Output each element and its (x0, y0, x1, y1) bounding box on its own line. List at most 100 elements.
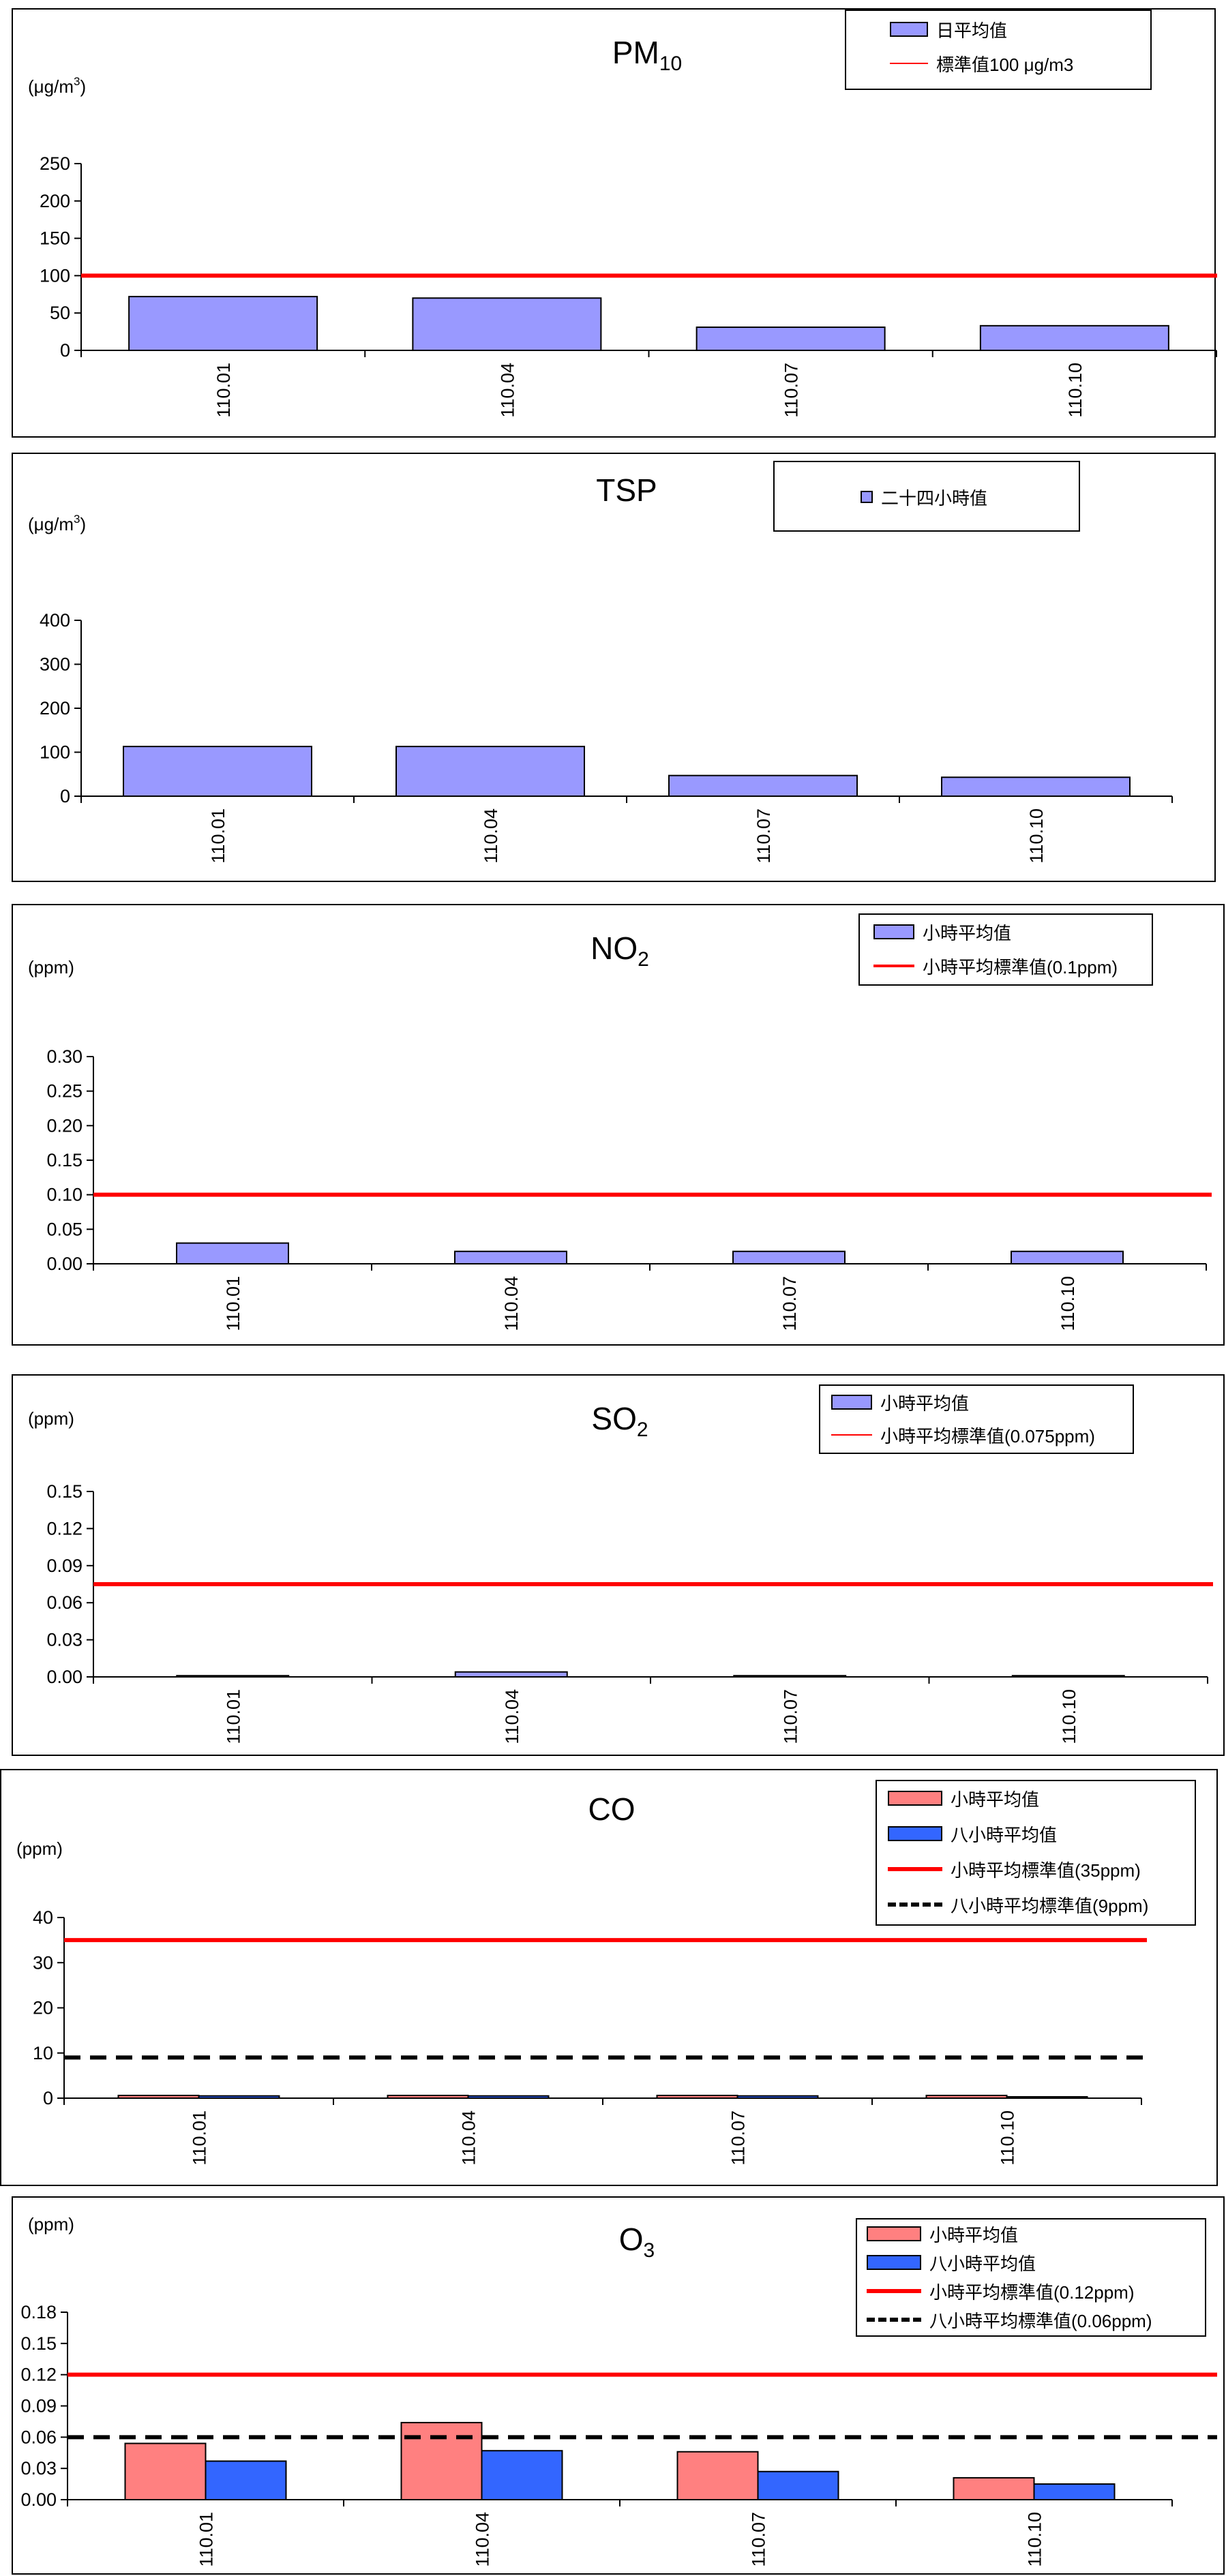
legend-swatch (861, 491, 873, 503)
legend-item: 八小時平均標準值(9ppm) (888, 1893, 1148, 1916)
legend-swatch (831, 1395, 872, 1410)
legend: 二十四小時值 (773, 461, 1080, 532)
y-unit-label: (ppm) (16, 1838, 63, 1859)
legend-label: 標準值100 μg/m3 (936, 54, 1074, 75)
legend-swatch (888, 1903, 942, 1907)
y-tick-label: 0.25 (46, 1081, 83, 1102)
x-tick-label: 110.01 (190, 2110, 210, 2166)
y-tick-label: 0.00 (46, 1254, 83, 1274)
y-tick-label: 0.15 (46, 1150, 83, 1170)
legend-label: 小時平均標準值(0.075ppm) (880, 1425, 1095, 1446)
y-unit-label: (μg/m3) (28, 513, 87, 534)
bar (1033, 2483, 1116, 2501)
y-tick-label: 0 (43, 2088, 53, 2108)
y-tick-label: 150 (40, 228, 70, 249)
y-unit-label: (ppm) (28, 1408, 74, 1429)
chart-panel-no2: NO2 (ppm) 小時平均值 小時平均標準值(0.1ppm) 0.00 0.05… (12, 904, 1225, 1346)
y-tick-label: 300 (40, 654, 70, 675)
x-tick-label: 110.07 (781, 363, 802, 418)
legend-item: 小時平均標準值(0.075ppm) (831, 1423, 1095, 1446)
plot-area: 0 100 200 300 400 110.01 110.04 110.07 110.10 (40, 610, 1173, 864)
x-tick-label: 110.04 (459, 2110, 479, 2166)
y-tick-label: 0.09 (20, 2396, 57, 2416)
y-tick-label: 0.12 (46, 1518, 83, 1539)
plot-area: 0 10 20 30 40 110.01 110.04 110.07 110.10 (33, 1907, 1147, 2166)
chart-title: TSP (596, 472, 657, 508)
legend-swatch (888, 1826, 942, 1841)
y-tick-label: 100 (40, 265, 70, 286)
y-tick-label: 0.09 (46, 1556, 83, 1576)
y-tick-label: 10 (33, 2043, 53, 2063)
legend-label: 八小時平均值 (951, 1824, 1058, 1845)
y-tick-label: 0.00 (46, 1667, 83, 1687)
legend-item: 八小時平均標準值(0.06ppm) (867, 2308, 1152, 2331)
x-tick-label: 110.10 (1025, 2512, 1045, 2567)
bar (205, 2460, 287, 2501)
bar (668, 774, 858, 797)
legend-item: 日平均值 (890, 18, 1007, 41)
legend-swatch (867, 2255, 921, 2270)
chart-title: NO2 (590, 930, 649, 971)
y-tick-label: 40 (33, 1907, 53, 1928)
bar (676, 2451, 759, 2501)
bar (757, 2470, 839, 2500)
legend: 小時平均值 八小時平均值 小時平均標準值(35ppm) 八小時平均標準值(9pp… (876, 1780, 1196, 1926)
legend-item: 二十四小時值 (861, 485, 987, 509)
legend-item: 標準值100 μg/m3 (890, 52, 1073, 75)
legend-label: 小時平均值 (929, 2224, 1019, 2245)
bar (941, 776, 1131, 798)
y-tick-label: 0.20 (46, 1115, 83, 1136)
legend-swatch (831, 1434, 872, 1436)
y-tick-label: 0.05 (46, 1219, 83, 1239)
legend-item: 小時平均值 (867, 2222, 1018, 2245)
legend-label: 小時平均值 (951, 1789, 1040, 1810)
legend-item: 小時平均值 (831, 1391, 969, 1414)
bar (696, 327, 886, 351)
legend-label: 小時平均標準值(0.12ppm) (929, 2282, 1135, 2303)
bar (454, 1671, 568, 1678)
bar (953, 2476, 1035, 2500)
y-tick-label: 0.15 (20, 2333, 57, 2354)
legend-label: 二十四小時值 (881, 487, 988, 509)
chart-title: PM10 (612, 35, 683, 75)
y-tick-label: 50 (50, 303, 70, 323)
legend-swatch (890, 22, 928, 37)
bar (412, 297, 602, 351)
x-tick-label: 110.07 (779, 1276, 800, 1331)
legend-label: 小時平均值 (923, 922, 1012, 943)
plot-area: 0.00 0.05 0.10 0.15 0.20 0.25 0.30 110.01 110.04… (46, 1046, 1212, 1331)
legend-item: 小時平均標準值(35ppm) (888, 1858, 1141, 1881)
x-tick-label: 110.10 (1058, 1276, 1078, 1331)
chart-title: SO2 (591, 1401, 648, 1441)
chart-title: CO (588, 1791, 636, 1827)
x-tick-label: 110.04 (481, 808, 501, 864)
x-tick-label: 110.04 (501, 1276, 522, 1331)
legend-label: 小時平均值 (880, 1393, 970, 1414)
legend-item: 小時平均值 (888, 1787, 1039, 1810)
x-tick-label: 110.01 (213, 363, 234, 418)
legend-swatch (867, 2289, 921, 2293)
x-tick-label: 110.07 (753, 808, 774, 864)
x-tick-label: 110.04 (497, 363, 518, 418)
chart-panel-pm10: PM10 (μg/m3) 日平均值 標準值100 μg/m3 0 50 100 150… (12, 8, 1217, 438)
bar (123, 746, 312, 797)
y-tick-label: 0.15 (46, 1481, 83, 1502)
chart-panel-co: CO (ppm) 小時平均值 八小時平均值 小時平均標準值(35ppm) 八小時… (0, 1769, 1218, 2186)
chart-panel-so2: SO2 (ppm) 小時平均值 小時平均標準值(0.075ppm) 0.00 0.… (12, 1374, 1225, 1756)
legend-label: 日平均值 (936, 20, 1008, 41)
y-tick-label: 0.06 (20, 2427, 57, 2447)
plot-area: 0 50 100 150 200 250 110.01 110.04 110.07 110.10 (40, 153, 1217, 418)
x-tick-label: 110.01 (223, 1689, 243, 1744)
bar (1011, 1250, 1124, 1265)
bar (454, 1250, 567, 1265)
y-tick-label: 200 (40, 191, 70, 211)
x-tick-label: 110.07 (728, 2110, 749, 2166)
legend-item: 小時平均值 (873, 920, 1011, 943)
y-tick-label: 0.03 (46, 1630, 83, 1650)
y-tick-label: 30 (33, 1952, 53, 1973)
legend-swatch (867, 2226, 921, 2241)
plot-area: 0.00 0.03 0.06 0.09 0.12 0.15 110.01 110.04 110.… (46, 1481, 1213, 1744)
legend-label: 小時平均標準值(0.1ppm) (923, 956, 1118, 978)
y-tick-label: 400 (40, 610, 70, 631)
legend: 小時平均值 小時平均標準值(0.075ppm) (819, 1384, 1134, 1454)
